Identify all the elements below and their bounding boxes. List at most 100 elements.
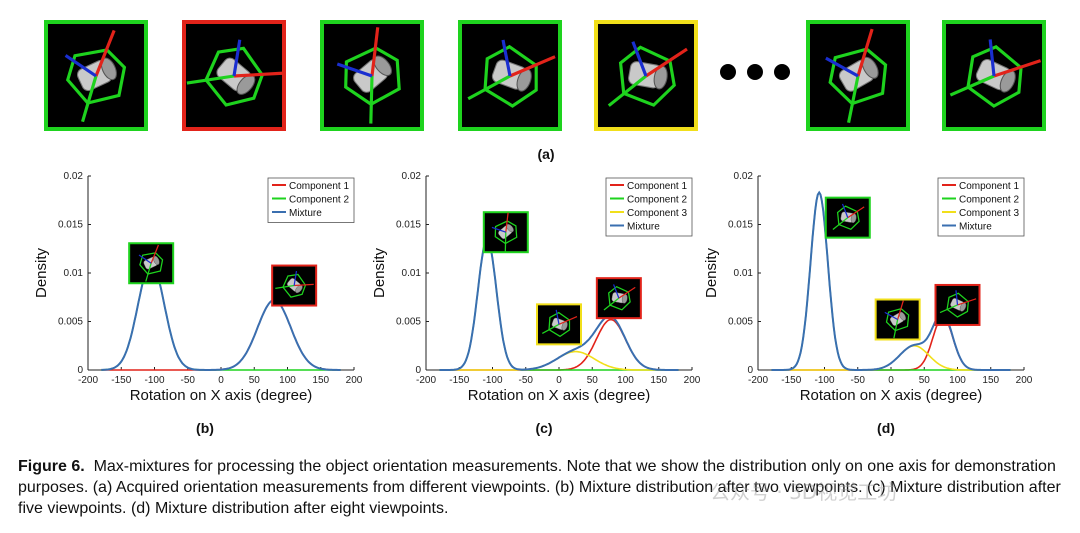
x-tick-label: 50 <box>249 375 261 386</box>
x-tick-label: -50 <box>181 375 196 386</box>
chart-d: -200 -150 -100 -50 0 50 100 150 200 0 0.005 0.01 0.0… <box>688 168 1038 408</box>
object-pose-icon <box>64 29 127 123</box>
x-tick-label: -200 <box>416 375 436 386</box>
legend-entry: Component 2 <box>627 195 687 206</box>
x-tick-label: -150 <box>111 375 131 386</box>
x-tick-label: 150 <box>650 375 667 386</box>
y-tick-label: 0.01 <box>734 268 754 279</box>
y-tick-label: 0 <box>77 365 83 376</box>
legend-entry: Component 1 <box>959 181 1019 192</box>
y-tick-label: 0 <box>747 365 753 376</box>
legend: Component 1 Component 2 Component 3 Mixture <box>605 177 693 237</box>
inset-viewpoint-image <box>536 303 582 346</box>
inset-viewpoint-image <box>482 211 529 254</box>
density-plot-c: -200 -150 -100 -50 0 50 100 150 200 0 0.005 0.01 0.0… <box>371 171 701 404</box>
series-line-mixture <box>439 237 679 371</box>
legend: Component 1 Component 2 Component 3 Mixture <box>937 177 1025 237</box>
x-tick-label: 200 <box>1016 375 1033 386</box>
density-plot-d: -200 -150 -100 -50 0 50 100 150 200 0 0.005 0.01 0.0… <box>703 171 1033 404</box>
y-tick-label: 0.015 <box>728 220 753 231</box>
inset-viewpoint-image <box>824 196 871 239</box>
y-tick-label: 0.01 <box>64 268 84 279</box>
subfigure-label-b: (b) <box>196 420 214 436</box>
caption-text: Max-mixtures for processing the object o… <box>18 458 1061 517</box>
y-tick-label: 0.005 <box>396 317 421 328</box>
y-axis-label: Density <box>33 247 50 298</box>
y-tick-label: 0.02 <box>64 171 84 182</box>
viewpoint-thumbnail-4 <box>458 20 562 131</box>
figure-caption: Figure 6. Max-mixtures for processing th… <box>18 456 1068 519</box>
y-tick-label: 0.015 <box>58 220 83 231</box>
chart-b: -200 -150 -100 -50 0 50 100 150 200 0 0.005 0.01 0.0… <box>18 168 368 408</box>
x-axis-label: Rotation on X axis (degree) <box>800 387 983 404</box>
x-tick-label: 100 <box>279 375 296 386</box>
x-tick-label: 0 <box>218 375 224 386</box>
object-pose-icon <box>336 27 401 124</box>
legend-entry: Component 2 <box>289 195 349 206</box>
y-tick-label: 0.005 <box>728 317 753 328</box>
object-pose-icon <box>467 39 556 108</box>
object-pose-icon <box>825 28 888 123</box>
x-tick-label: -150 <box>449 375 469 386</box>
inset-viewpoint-image <box>271 264 318 307</box>
x-tick-label: 0 <box>556 375 562 386</box>
y-tick-label: 0.02 <box>402 171 422 182</box>
x-tick-label: -200 <box>78 375 98 386</box>
x-tick-label: -50 <box>851 375 866 386</box>
legend-entry: Mixture <box>627 222 660 233</box>
x-tick-label: 50 <box>919 375 931 386</box>
object-pose-icon <box>607 41 688 107</box>
x-tick-label: -100 <box>144 375 164 386</box>
x-tick-label: -150 <box>781 375 801 386</box>
x-tick-label: 200 <box>684 375 701 386</box>
subfigure-label-c: (c) <box>535 420 553 436</box>
x-tick-label: -200 <box>748 375 768 386</box>
legend-entry: Component 2 <box>959 195 1019 206</box>
legend: Component 1 Component 2 Mixture <box>267 177 355 223</box>
series-line-mixture <box>101 262 341 371</box>
x-tick-label: 100 <box>949 375 966 386</box>
y-tick-label: 0.015 <box>396 220 421 231</box>
x-tick-label: 150 <box>312 375 329 386</box>
viewpoint-thumbnail-3 <box>320 20 424 131</box>
inset-viewpoint-image <box>934 283 981 326</box>
series-line-component-3 <box>771 345 1011 371</box>
subfigure-label-d: (d) <box>877 420 895 436</box>
x-tick-label: 100 <box>617 375 634 386</box>
x-tick-label: -100 <box>814 375 834 386</box>
y-tick-label: 0 <box>415 365 421 376</box>
x-tick-label: -50 <box>519 375 534 386</box>
y-axis-label: Density <box>371 247 388 298</box>
subfigure-label-a: (a) <box>537 146 555 162</box>
x-axis-label: Rotation on X axis (degree) <box>130 387 313 404</box>
x-tick-label: 200 <box>346 375 363 386</box>
legend-entry: Component 3 <box>627 208 687 219</box>
inset-viewpoint-image <box>874 298 921 341</box>
y-tick-label: 0.01 <box>402 268 422 279</box>
viewpoint-thumbnail-1 <box>44 20 148 131</box>
legend-entry: Component 3 <box>959 208 1019 219</box>
chart-c: -200 -150 -100 -50 0 50 100 150 200 0 0.005 0.01 0.0… <box>356 168 706 408</box>
y-axis-label: Density <box>703 247 720 298</box>
object-pose-icon <box>949 39 1042 108</box>
viewpoint-thumbnail-5 <box>594 20 698 131</box>
viewpoint-thumbnail-2 <box>182 20 286 131</box>
inset-viewpoint-image <box>595 277 642 320</box>
y-tick-label: 0.02 <box>734 171 754 182</box>
x-tick-label: 150 <box>982 375 999 386</box>
x-tick-label: 0 <box>888 375 894 386</box>
x-tick-label: 50 <box>587 375 599 386</box>
object-pose-icon <box>186 39 282 107</box>
legend-entry: Component 1 <box>627 181 687 192</box>
legend-entry: Mixture <box>959 222 992 233</box>
inset-viewpoint-image <box>128 242 175 285</box>
x-tick-label: -100 <box>482 375 502 386</box>
x-axis-label: Rotation on X axis (degree) <box>468 387 651 404</box>
legend-entry: Component 1 <box>289 181 349 192</box>
series-line-mixture <box>771 190 1011 371</box>
legend-entry: Mixture <box>289 208 322 219</box>
viewpoint-thumbnail-7 <box>942 20 1046 131</box>
y-tick-label: 0.005 <box>58 317 83 328</box>
caption-prefix: Figure 6. <box>18 458 85 475</box>
watermark: 公众号 · 3D视觉工坊 <box>710 480 898 504</box>
